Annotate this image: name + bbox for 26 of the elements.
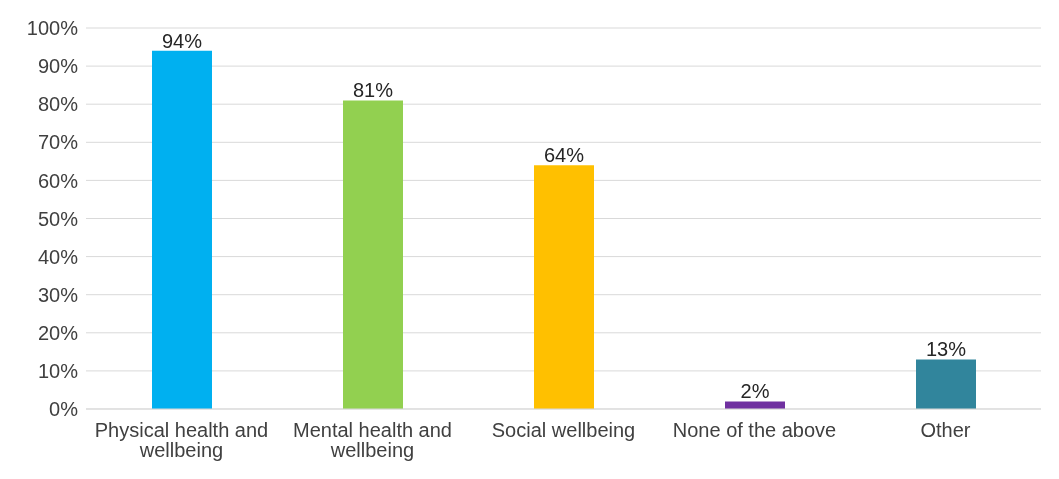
- bar: [725, 401, 785, 409]
- y-tick-label: 70%: [37, 131, 79, 154]
- data-label: 13%: [925, 338, 967, 361]
- data-label: 94%: [161, 29, 203, 52]
- bar: [152, 50, 212, 409]
- y-tick-label: 30%: [37, 283, 79, 306]
- data-label: 2%: [740, 380, 770, 403]
- data-label: 64%: [543, 144, 585, 167]
- x-tick-label: Other: [920, 419, 971, 442]
- y-tick-label: 50%: [37, 207, 79, 230]
- y-tick-label: 60%: [37, 169, 79, 192]
- y-tick-label: 100%: [26, 17, 79, 40]
- x-tick-label: Mental health and wellbeing: [292, 419, 453, 462]
- y-tick-label: 10%: [37, 360, 79, 382]
- bar: [534, 165, 594, 409]
- data-label: 81%: [352, 79, 394, 102]
- x-tick-label: None of the above: [672, 419, 837, 442]
- x-tick-label: Physical health and wellbeing: [94, 419, 269, 462]
- x-tick-label: Social wellbeing: [491, 419, 636, 442]
- y-tick-label: 40%: [37, 245, 79, 268]
- y-tick-label: 0%: [49, 398, 79, 421]
- y-tick-label: 80%: [37, 93, 79, 116]
- bar: [916, 359, 976, 409]
- bar: [343, 100, 403, 409]
- y-tick-label: 90%: [37, 55, 79, 78]
- y-tick-label: 20%: [37, 321, 79, 344]
